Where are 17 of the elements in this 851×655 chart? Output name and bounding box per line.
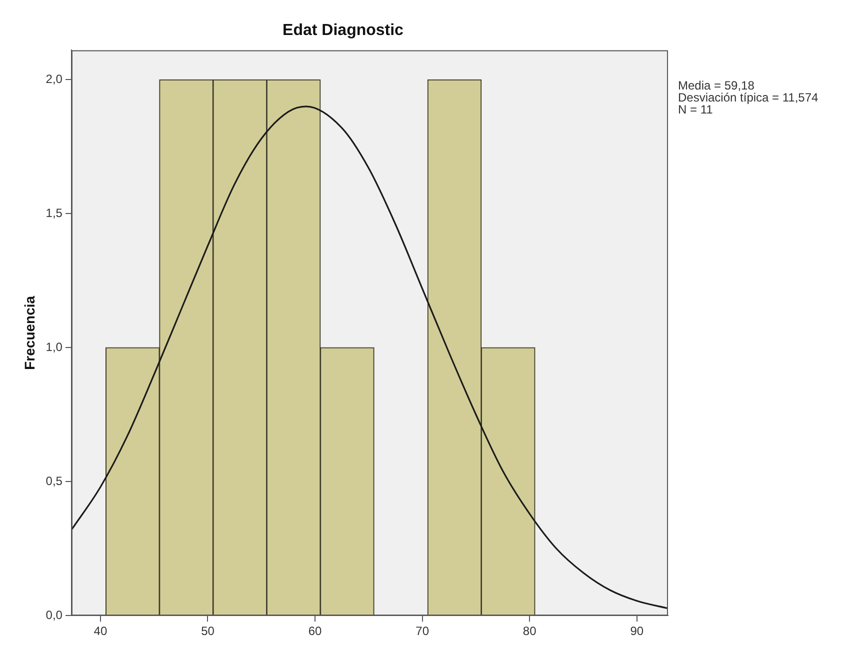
x-tick-label: 60 <box>308 624 322 638</box>
y-tick-label: 0,0 <box>46 608 63 622</box>
y-tick-label: 2,0 <box>46 72 63 86</box>
y-tick-label: 1,5 <box>46 206 63 220</box>
x-tick-label: 40 <box>94 624 108 638</box>
y-axis-title: Frecuencia <box>21 296 38 370</box>
x-tick-label: 50 <box>201 624 215 638</box>
y-tick-label: 1,0 <box>46 340 63 354</box>
x-tick-label: 70 <box>416 624 430 638</box>
text: Media = 59,18 <box>678 78 755 93</box>
chart-title: Edat Diagnostic <box>282 22 404 40</box>
x-tick-label: 80 <box>522 624 537 638</box>
text: N = 11 <box>678 102 714 117</box>
x-tick-label: 90 <box>630 624 644 638</box>
line-series <box>71 106 668 610</box>
y-tick-label: 0,5 <box>46 474 63 488</box>
text: Desviación típica = 11,574 <box>678 90 819 105</box>
